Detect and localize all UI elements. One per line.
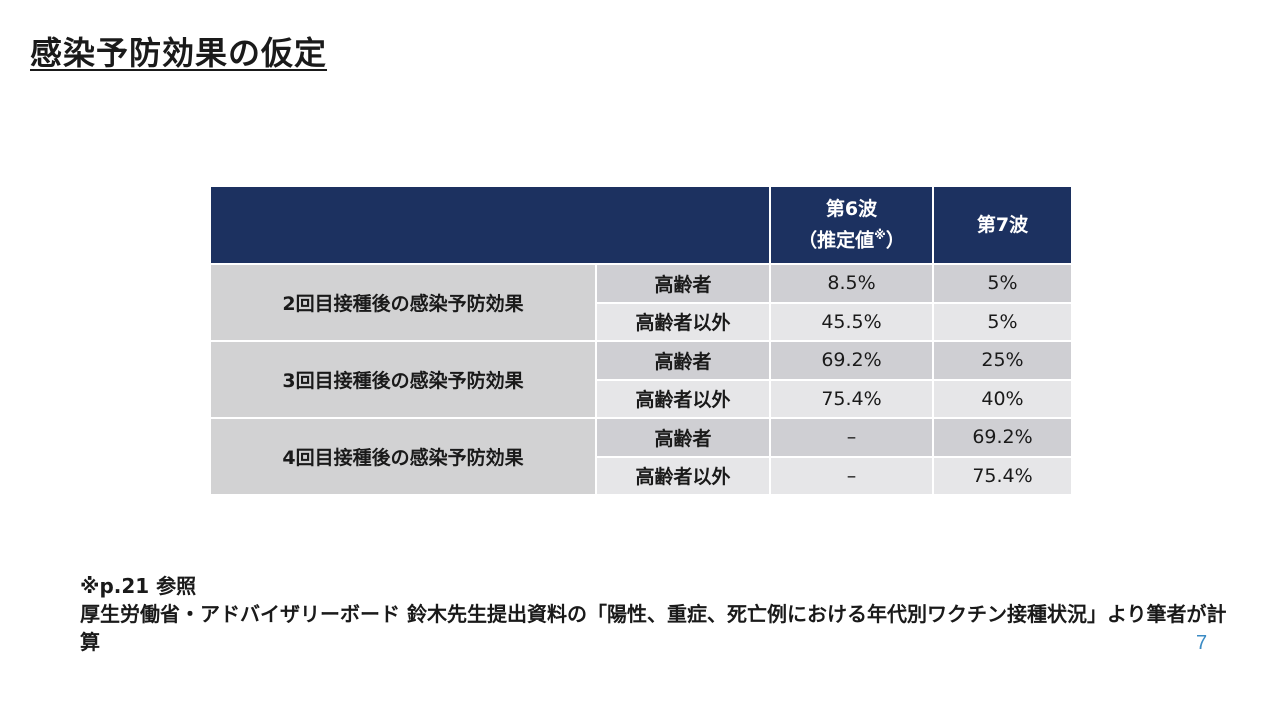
table-row: 2回目接種後の感染予防効果 高齢者 8.5% 5% [209, 263, 1073, 342]
group-label: 4回目接種後の感染予防効果 [209, 417, 597, 496]
subgroup-cell: 高齢者以外 [595, 455, 771, 496]
wave7-value: 69.2% [932, 417, 1073, 458]
subgroup-cell: 高齢者 [595, 340, 771, 381]
table-row: 高齢者以外 45.5% 5% [210, 301, 1073, 342]
wave6-value: 75.4% [769, 378, 934, 419]
wave6-value: – [769, 455, 934, 496]
table-header-row: 第6波 （推定値※） 第7波 [209, 185, 1073, 265]
wave6-value: – [769, 417, 934, 458]
header-empty-cell [209, 185, 771, 265]
table-row: 高齢者以外 – 75.4% [210, 455, 1073, 496]
wave7-value: 40% [932, 378, 1073, 419]
footnote-reference: ※p.21 参照 [80, 574, 197, 598]
wave7-value: 5% [932, 263, 1073, 304]
header-wave6-mark: ※ [874, 228, 886, 243]
efficacy-table: 第6波 （推定値※） 第7波 2回目接種後の感染予防効果 高齢者 8.5% 5%… [209, 185, 1073, 496]
subgroup-cell: 高齢者 [595, 417, 771, 458]
group-label: 2回目接種後の感染予防効果 [209, 263, 597, 342]
wave6-value: 45.5% [769, 301, 934, 342]
wave7-value: 25% [932, 340, 1073, 381]
subgroup-cell: 高齢者 [595, 263, 771, 304]
subgroup-cell: 高齢者以外 [595, 301, 771, 342]
page-number: 7 [1196, 632, 1208, 654]
table-row: 3回目接種後の感染予防効果 高齢者 69.2% 25% [209, 340, 1073, 419]
wave7-value: 5% [932, 301, 1073, 342]
wave6-value: 8.5% [769, 263, 934, 304]
header-wave6: 第6波 （推定値※） [769, 185, 934, 265]
wave6-value: 69.2% [769, 340, 934, 381]
footnote: ※p.21 参照 厚生労働省・アドバイザリーボード 鈴木先生提出資料の「陽性、重… [80, 572, 1230, 656]
header-wave6-line2: （推定値 [798, 229, 875, 252]
wave7-value: 75.4% [932, 455, 1073, 496]
header-wave6-close: ） [885, 229, 905, 252]
footnote-source: 厚生労働省・アドバイザリーボード 鈴木先生提出資料の「陽性、重症、死亡例における… [80, 602, 1227, 654]
slide-title: 感染予防効果の仮定 [30, 34, 328, 72]
table-row: 4回目接種後の感染予防効果 高齢者 – 69.2% [209, 417, 1073, 496]
table-row: 高齢者以外 75.4% 40% [210, 378, 1073, 419]
header-wave7: 第7波 [932, 185, 1073, 265]
subgroup-cell: 高齢者以外 [595, 378, 771, 419]
header-wave6-line1: 第6波 [825, 198, 878, 221]
group-label: 3回目接種後の感染予防効果 [209, 340, 597, 419]
